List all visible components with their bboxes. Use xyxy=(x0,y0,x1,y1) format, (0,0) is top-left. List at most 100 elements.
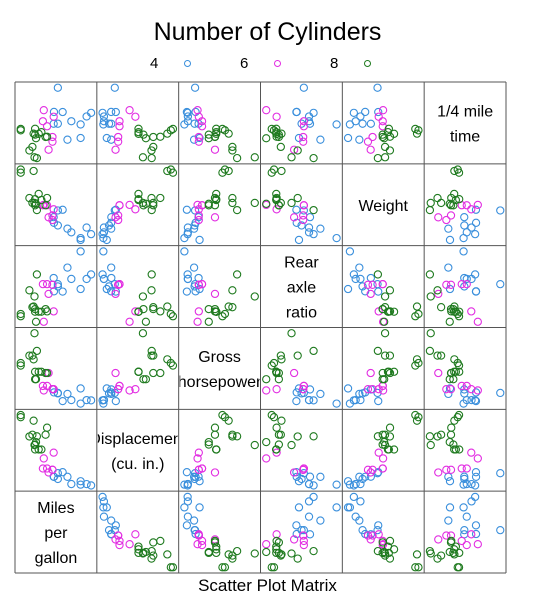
point-cyl8-wt-qsec-10 xyxy=(385,146,395,155)
point-cyl4-mpg-hp-3 xyxy=(82,395,91,405)
point-cyl4-wt-drat-5 xyxy=(349,270,359,279)
point-cyl8-mpg-hp-6 xyxy=(16,358,25,368)
point-cyl6-qsec-disp-4 xyxy=(457,464,466,473)
point-cyl8-wt-qsec-1 xyxy=(380,142,390,152)
point-cyl8-mpg-disp-7 xyxy=(29,416,38,425)
point-cyl4-mpg-drat-2 xyxy=(53,279,63,289)
point-cyl6-hp-wt-1 xyxy=(194,211,203,220)
point-cyl4-mpg-wt-5 xyxy=(86,229,96,239)
point-cyl4-qsec-mpg-5 xyxy=(470,492,480,502)
point-cyl4-disp-hp-8 xyxy=(107,389,116,399)
point-cyl6-mpg-drat-4 xyxy=(42,279,52,289)
point-cyl8-drat-qsec-9 xyxy=(274,130,284,139)
point-cyl4-mpg-drat-4 xyxy=(76,247,85,256)
point-cyl4-wt-disp-7 xyxy=(351,479,360,489)
point-cyl8-wt-qsec-4 xyxy=(384,124,394,133)
point-cyl4-disp-hp-7 xyxy=(99,395,109,405)
point-cyl4-qsec-hp-9 xyxy=(445,384,455,393)
panel-r5-c3 xyxy=(262,492,341,572)
point-cyl4-mpg-hp-1 xyxy=(58,396,67,406)
point-cyl8-drat-qsec-10 xyxy=(293,146,302,155)
point-cyl4-drat-mpg-7 xyxy=(304,512,314,521)
point-cyl8-disp-hp-13 xyxy=(138,329,148,338)
panel-r2-c1 xyxy=(98,247,178,326)
point-cyl4-drat-mpg-4 xyxy=(332,503,341,512)
point-cyl6-qsec-drat-5 xyxy=(462,279,471,289)
point-cyl4-mpg-qsec-0 xyxy=(53,119,63,128)
point-cyl4-wt-drat-2 xyxy=(373,279,382,289)
point-cyl4-wt-qsec-8 xyxy=(355,135,364,144)
point-cyl8-drat-disp-9 xyxy=(274,440,284,449)
point-cyl6-qsec-wt-5 xyxy=(462,201,471,210)
point-cyl8-wt-hp-10 xyxy=(385,351,395,360)
point-cyl6-qsec-wt-1 xyxy=(446,211,456,220)
point-cyl8-disp-drat-4 xyxy=(134,307,143,316)
panel-r0-c2 xyxy=(180,83,259,163)
point-cyl8-drat-hp-7 xyxy=(277,355,286,364)
point-cyl8-wt-mpg-6 xyxy=(414,563,423,572)
point-cyl8-qsec-wt-10 xyxy=(433,193,442,203)
point-cyl6-qsec-mpg-3 xyxy=(473,540,482,549)
point-cyl4-drat-mpg-1 xyxy=(292,521,301,530)
point-cyl8-disp-qsec-3 xyxy=(134,127,143,137)
point-cyl6-drat-mpg-3 xyxy=(262,540,271,549)
point-cyl4-wt-qsec-3 xyxy=(356,112,365,121)
point-cyl4-drat-disp-7 xyxy=(304,479,314,489)
panel-r0-c4 xyxy=(343,83,423,163)
point-cyl6-drat-hp-3 xyxy=(262,386,271,395)
point-cyl8-hp-wt-13 xyxy=(250,198,259,208)
point-cyl6-hp-mpg-5 xyxy=(197,540,207,550)
point-cyl8-hp-qsec-10 xyxy=(228,146,237,155)
point-cyl6-disp-qsec-4 xyxy=(115,122,124,131)
point-cyl8-drat-hp-6 xyxy=(269,358,279,368)
point-cyl6-disp-drat-2 xyxy=(131,307,140,316)
point-cyl4-disp-hp-9 xyxy=(102,384,111,393)
point-cyl6-drat-mpg-2 xyxy=(272,530,281,539)
point-cyl4-wt-drat-8 xyxy=(355,263,364,272)
diag-label-mpg-2: gallon xyxy=(35,550,78,567)
point-cyl4-disp-qsec-7 xyxy=(99,117,109,126)
chart-subtitle: Scatter Plot Matrix xyxy=(198,576,337,595)
point-cyl4-disp-drat-7 xyxy=(99,274,109,284)
point-cyl8-mpg-wt-3 xyxy=(37,195,46,205)
point-cyl8-disp-hp-0 xyxy=(149,368,158,378)
point-cyl8-hp-drat-1 xyxy=(228,303,237,312)
point-cyl6-qsec-hp-4 xyxy=(457,381,466,391)
point-cyl4-disp-mpg-9 xyxy=(102,503,111,512)
point-cyl4-hp-disp-9 xyxy=(195,477,204,486)
point-cyl8-qsec-hp-13 xyxy=(426,329,435,338)
point-cyl4-disp-mpg-4 xyxy=(99,503,108,512)
point-cyl6-wt-qsec-2 xyxy=(374,112,383,121)
point-cyl4-qsec-wt-6 xyxy=(471,218,481,227)
point-cyl8-disp-hp-5 xyxy=(168,361,178,370)
point-cyl4-drat-hp-4 xyxy=(332,399,341,408)
point-cyl8-mpg-wt-7 xyxy=(29,166,38,176)
point-cyl8-hp-disp-7 xyxy=(224,416,233,425)
point-cyl8-qsec-mpg-13 xyxy=(426,549,435,558)
panel-r3-c0 xyxy=(16,329,96,408)
diag-label-qsec-0: 1/4 mile xyxy=(437,103,493,120)
point-cyl4-qsec-disp-7 xyxy=(462,479,471,489)
point-cyl4-drat-wt-7 xyxy=(304,228,314,237)
point-cyl8-disp-drat-7 xyxy=(163,302,172,311)
point-cyl6-mpg-drat-1 xyxy=(48,280,57,289)
point-cyl4-qsec-mpg-7 xyxy=(462,512,471,521)
point-cyl8-hp-wt-7 xyxy=(224,166,233,176)
point-cyl8-qsec-hp-12 xyxy=(425,346,435,356)
point-cyl4-mpg-drat-8 xyxy=(63,263,72,272)
point-cyl8-drat-wt-13 xyxy=(287,198,296,208)
point-cyl8-wt-hp-4 xyxy=(384,367,394,376)
panel-r4-c3 xyxy=(262,410,341,490)
point-cyl4-wt-hp-7 xyxy=(351,395,360,405)
point-cyl4-wt-mpg-8 xyxy=(355,516,364,525)
point-cyl8-disp-drat-9 xyxy=(139,304,148,314)
point-cyl4-hp-disp-8 xyxy=(189,472,199,481)
point-cyl4-qsec-disp-9 xyxy=(445,477,455,486)
point-cyl6-qsec-wt-2 xyxy=(467,205,476,214)
diag-label-qsec-1: time xyxy=(450,128,480,145)
point-cyl6-hp-wt-6 xyxy=(210,213,220,222)
point-cyl6-hp-disp-2 xyxy=(194,448,203,457)
point-cyl8-hp-drat-8 xyxy=(204,317,213,326)
point-cyl8-disp-mpg-13 xyxy=(138,549,148,558)
point-cyl4-hp-drat-9 xyxy=(195,284,204,294)
